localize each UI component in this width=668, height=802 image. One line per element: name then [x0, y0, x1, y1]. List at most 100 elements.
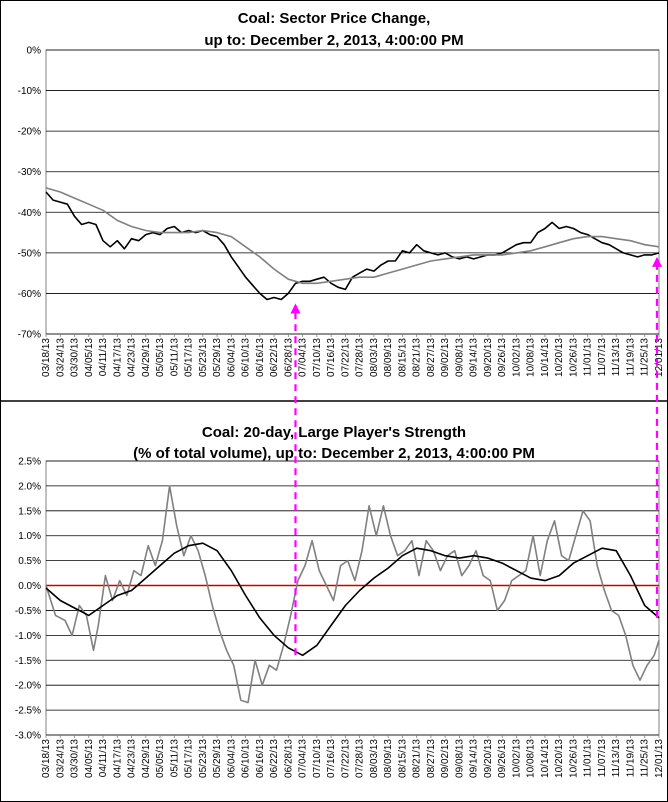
- top-x-tick-label: 05/29/13: [212, 338, 223, 377]
- top-x-tick-label: 09/26/13: [497, 338, 508, 377]
- top-x-tick-label: 05/23/13: [198, 338, 209, 377]
- top-plot-area: [45, 49, 660, 335]
- bottom-x-tick-label: 03/24/13: [55, 739, 66, 778]
- bottom-x-tick-label: 12/01/13: [654, 739, 665, 778]
- top-series-line-0: [45, 191, 660, 301]
- bottom-y-tick-label: 2.5%: [18, 457, 41, 468]
- bottom-x-tick-label: 10/20/13: [554, 739, 565, 778]
- top-x-tick-label: 05/17/13: [184, 338, 195, 377]
- bottom-x-tick-label: 05/05/13: [155, 739, 166, 778]
- bottom-y-tick-label: 2.0%: [18, 481, 41, 492]
- top-x-tick-label: 10/26/13: [568, 338, 579, 377]
- top-x-tick-label: 07/28/13: [355, 338, 366, 377]
- bottom-x-tick-label: 10/08/13: [526, 739, 537, 778]
- top-x-tick-label: 03/24/13: [55, 338, 66, 377]
- top-y-tick-label: -10%: [18, 86, 41, 97]
- bottom-x-tick-label: 03/30/13: [70, 739, 81, 778]
- top-x-tick-label: 08/15/13: [397, 338, 408, 377]
- bottom-x-tick-label: 10/26/13: [568, 739, 579, 778]
- bottom-gridlines: [46, 460, 659, 736]
- bottom-y-tick-labels: 2.5% 2.0% 1.5% 1.0% 0.5% 0.0% -0.5% -1.0% -1.5% -…: [15, 457, 41, 742]
- arrow-mid-head: [290, 303, 301, 314]
- bottom-x-tick-label: 06/16/13: [255, 739, 266, 778]
- bottom-series-line-1: [45, 542, 660, 657]
- bottom-x-tick-label: 11/19/13: [625, 739, 636, 778]
- top-y-tick-label: 0%: [27, 46, 42, 57]
- top-x-tick-label: 05/11/13: [169, 338, 180, 377]
- top-x-tick-labels: 03/18/13 03/24/13 03/30/13 04/05/13 04/11/13…: [41, 334, 665, 377]
- bottom-y-tick-label: -2.5%: [15, 706, 41, 717]
- top-series-line-1: [45, 187, 660, 285]
- bottom-y-tick-label: 0.0%: [18, 581, 41, 592]
- bottom-x-tick-label: 09/14/13: [469, 739, 480, 778]
- top-x-tick-label: 08/27/13: [426, 338, 437, 377]
- top-x-tick-label: 11/01/13: [583, 338, 594, 377]
- bottom-x-tick-label: 11/07/13: [597, 739, 608, 778]
- top-x-tick-label: 07/16/13: [326, 338, 337, 377]
- bottom-x-tick-label: 07/28/13: [355, 739, 366, 778]
- top-x-tick-label: 04/23/13: [127, 338, 138, 377]
- top-chart-subtitle: up to: December 2, 2013, 4:00:00 PM: [204, 32, 463, 49]
- top-x-tick-label: 11/25/13: [640, 338, 651, 377]
- top-x-tick-label: 08/21/13: [412, 338, 423, 377]
- bottom-x-tick-label: 08/03/13: [369, 739, 380, 778]
- bottom-x-tick-label: 09/20/13: [483, 739, 494, 778]
- bottom-x-tick-label: 04/17/13: [112, 739, 123, 778]
- bottom-x-tick-label: 11/01/13: [583, 739, 594, 778]
- top-y-tick-label: -40%: [18, 208, 41, 219]
- top-x-tick-label: 06/22/13: [269, 338, 280, 377]
- bottom-x-tick-label: 06/22/13: [269, 739, 280, 778]
- bottom-x-tick-label: 08/09/13: [383, 739, 394, 778]
- bottom-x-tick-label: 07/16/13: [326, 739, 337, 778]
- top-x-tick-label: 09/20/13: [483, 338, 494, 377]
- bottom-x-tick-label: 10/14/13: [540, 739, 551, 778]
- top-x-tick-label: 06/28/13: [283, 338, 294, 377]
- top-x-tick-label: 06/10/13: [241, 338, 252, 377]
- bottom-series-line-0: [45, 485, 660, 704]
- bottom-y-tick-label: 1.0%: [18, 531, 41, 542]
- bottom-x-tick-label: 11/25/13: [640, 739, 651, 778]
- bottom-x-tick-label: 05/17/13: [184, 739, 195, 778]
- top-x-tick-label: 10/14/13: [540, 338, 551, 377]
- bottom-x-tick-label: 08/15/13: [397, 739, 408, 778]
- top-x-tick-label: 03/30/13: [70, 338, 81, 377]
- bottom-x-tick-label: 10/02/13: [511, 739, 522, 778]
- top-x-tick-label: 04/17/13: [112, 338, 123, 377]
- annotation-arrows: [290, 256, 662, 656]
- top-x-tick-label: 10/20/13: [554, 338, 565, 377]
- top-x-tick-label: 08/09/13: [383, 338, 394, 377]
- bottom-x-tick-label: 09/02/13: [440, 739, 451, 778]
- bottom-x-tick-label: 04/11/13: [98, 739, 109, 778]
- bottom-x-tick-label: 05/23/13: [198, 739, 209, 778]
- bottom-x-tick-label: 06/10/13: [241, 739, 252, 778]
- bottom-x-tick-label: 06/28/13: [283, 739, 294, 778]
- top-x-tick-label: 05/05/13: [155, 338, 166, 377]
- bottom-x-tick-label: 05/29/13: [212, 739, 223, 778]
- bottom-x-tick-label: 04/29/13: [141, 739, 152, 778]
- bottom-y-tick-label: -1.0%: [15, 631, 41, 642]
- bottom-y-tick-label: -2.0%: [15, 681, 41, 692]
- bottom-x-tick-label: 08/27/13: [426, 739, 437, 778]
- bottom-y-tick-label: -3.0%: [15, 731, 41, 742]
- top-x-tick-label: 07/04/13: [298, 338, 309, 377]
- bottom-x-tick-label: 07/04/13: [298, 739, 309, 778]
- top-x-tick-label: 10/08/13: [526, 338, 537, 377]
- top-x-tick-label: 04/29/13: [141, 338, 152, 377]
- bottom-series-group: [45, 485, 660, 704]
- top-x-tick-label: 10/02/13: [511, 338, 522, 377]
- bottom-chart-subtitle: (% of total volume), up to: December 2, …: [133, 445, 535, 462]
- top-y-tick-label: -30%: [18, 167, 41, 178]
- top-x-tick-label: 11/19/13: [625, 338, 636, 377]
- bottom-x-tick-label: 08/21/13: [412, 739, 423, 778]
- top-gridlines: [46, 49, 659, 335]
- arrow-right-head: [652, 256, 662, 267]
- top-x-tick-label: 07/10/13: [312, 338, 323, 377]
- bottom-x-tick-label: 07/10/13: [312, 739, 323, 778]
- bottom-y-tick-label: -1.5%: [15, 656, 41, 667]
- top-x-tick-label: 06/16/13: [255, 338, 266, 377]
- bottom-y-tick-label: -0.5%: [15, 606, 41, 617]
- bottom-y-tick-label: 1.5%: [18, 506, 41, 517]
- top-y-tick-label: -50%: [18, 248, 41, 259]
